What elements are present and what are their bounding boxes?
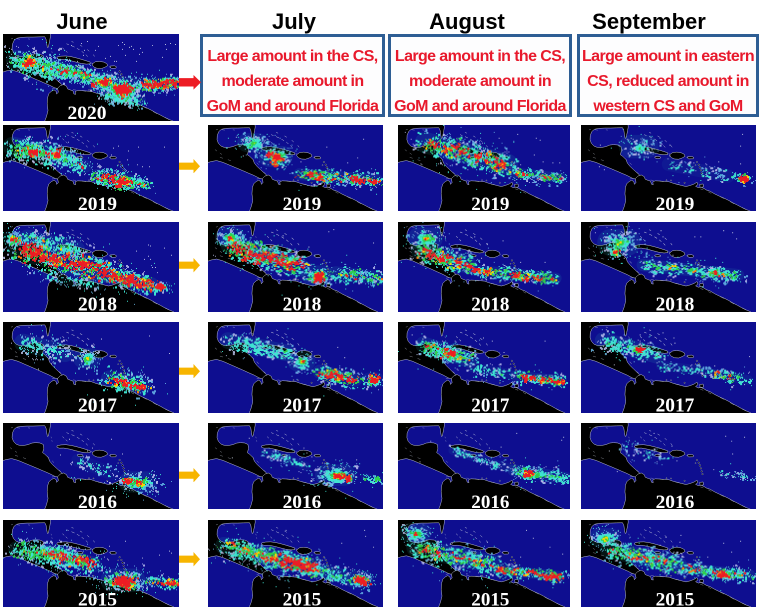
svg-text:2017: 2017 bbox=[656, 394, 695, 413]
svg-text:2017: 2017 bbox=[78, 394, 117, 413]
svg-text:2018: 2018 bbox=[656, 293, 695, 312]
svg-text:2017: 2017 bbox=[283, 394, 322, 413]
svg-text:2016: 2016 bbox=[283, 492, 322, 509]
svg-text:2020: 2020 bbox=[68, 103, 107, 121]
svg-text:2019: 2019 bbox=[78, 194, 117, 211]
svg-text:2015: 2015 bbox=[78, 589, 117, 606]
svg-text:2015: 2015 bbox=[283, 589, 322, 606]
svg-text:2019: 2019 bbox=[283, 194, 322, 211]
svg-text:2018: 2018 bbox=[78, 293, 117, 312]
svg-text:2016: 2016 bbox=[78, 492, 117, 509]
svg-text:2016: 2016 bbox=[656, 492, 695, 509]
svg-text:2015: 2015 bbox=[656, 589, 695, 606]
svg-text:2018: 2018 bbox=[283, 293, 322, 312]
svg-text:2016: 2016 bbox=[471, 491, 509, 509]
svg-text:2017: 2017 bbox=[471, 395, 509, 413]
svg-text:2019: 2019 bbox=[656, 194, 695, 211]
svg-text:2015: 2015 bbox=[471, 589, 509, 607]
svg-text:2018: 2018 bbox=[471, 294, 509, 312]
svg-text:2019: 2019 bbox=[471, 193, 509, 211]
